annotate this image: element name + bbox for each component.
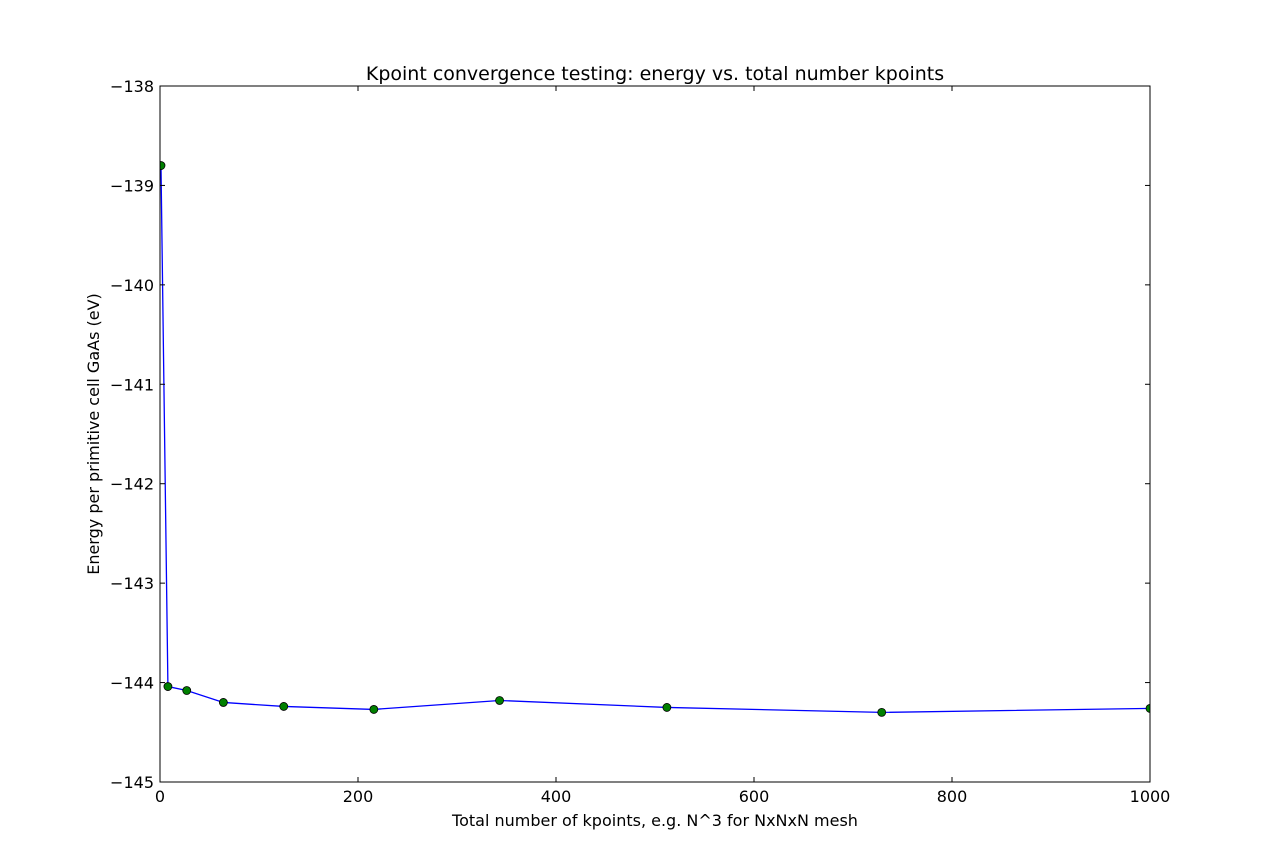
y-tick-label: −142 <box>110 475 154 494</box>
data-point <box>279 702 289 711</box>
y-tick-label: −139 <box>110 176 154 195</box>
y-tick-label: −138 <box>110 77 154 96</box>
x-axis-label: Total number of kpoints, e.g. N^3 for Nx… <box>451 811 858 830</box>
plot-content <box>160 161 1150 717</box>
x-tick-label: 800 <box>937 787 968 806</box>
data-point <box>182 686 192 695</box>
y-tick-label: −141 <box>110 375 154 394</box>
axes-frame <box>159 85 1151 783</box>
data-point <box>218 698 228 707</box>
x-tick-label: 0 <box>155 787 165 806</box>
y-tick-label: −144 <box>110 674 154 693</box>
data-point <box>369 705 379 714</box>
data-point <box>1145 704 1150 713</box>
axes-ticks: 0 200 400 600 800 1000 −145 −144 −143 −142 −141 −14… <box>110 77 1170 806</box>
data-point <box>163 682 173 691</box>
x-tick-label: 200 <box>343 787 374 806</box>
series-line <box>160 165 1150 714</box>
plot-area <box>160 161 1150 717</box>
y-tick-label: −140 <box>110 276 154 295</box>
y-tick-label: −145 <box>110 773 154 792</box>
x-tick-label: 600 <box>739 787 770 806</box>
data-point <box>160 161 166 170</box>
x-tick-label: 400 <box>541 787 572 806</box>
chart-title: Kpoint convergence testing: energy vs. t… <box>366 63 944 85</box>
data-point <box>495 696 504 705</box>
data-point <box>662 703 672 712</box>
data-point <box>877 708 887 717</box>
x-tick-label: 1000 <box>1130 787 1171 806</box>
y-tick-label: −143 <box>110 574 154 593</box>
y-axis-label: Energy per primitive cell GaAs (eV) <box>84 293 103 575</box>
